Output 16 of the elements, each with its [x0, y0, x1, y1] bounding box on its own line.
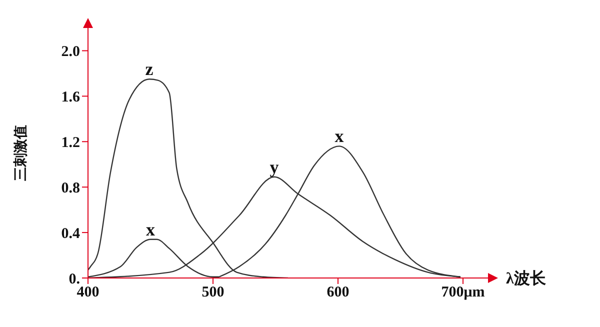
y-tick-label: 1.2: [61, 134, 80, 151]
x-tick-label: 400: [76, 284, 100, 301]
series-label: x: [146, 219, 155, 240]
series-label: x: [334, 126, 344, 146]
x-tick-label: 500: [202, 284, 224, 301]
x-tick-label: 700μm: [441, 284, 486, 301]
x-tick-label: 600: [326, 284, 350, 301]
series-label: z: [145, 59, 154, 80]
y-tick-label: 1.6: [61, 90, 80, 106]
y-axis-title: 三刺激值: [12, 125, 29, 181]
y-tick-label: 0.8: [61, 180, 80, 196]
y-tick-label: 0.4: [61, 226, 80, 242]
y-tick-label: 0.: [68, 271, 80, 288]
x-axis-title: λ波长: [506, 270, 547, 288]
y-tick-label: 2.0: [61, 44, 80, 60]
series-label: y: [270, 156, 279, 177]
